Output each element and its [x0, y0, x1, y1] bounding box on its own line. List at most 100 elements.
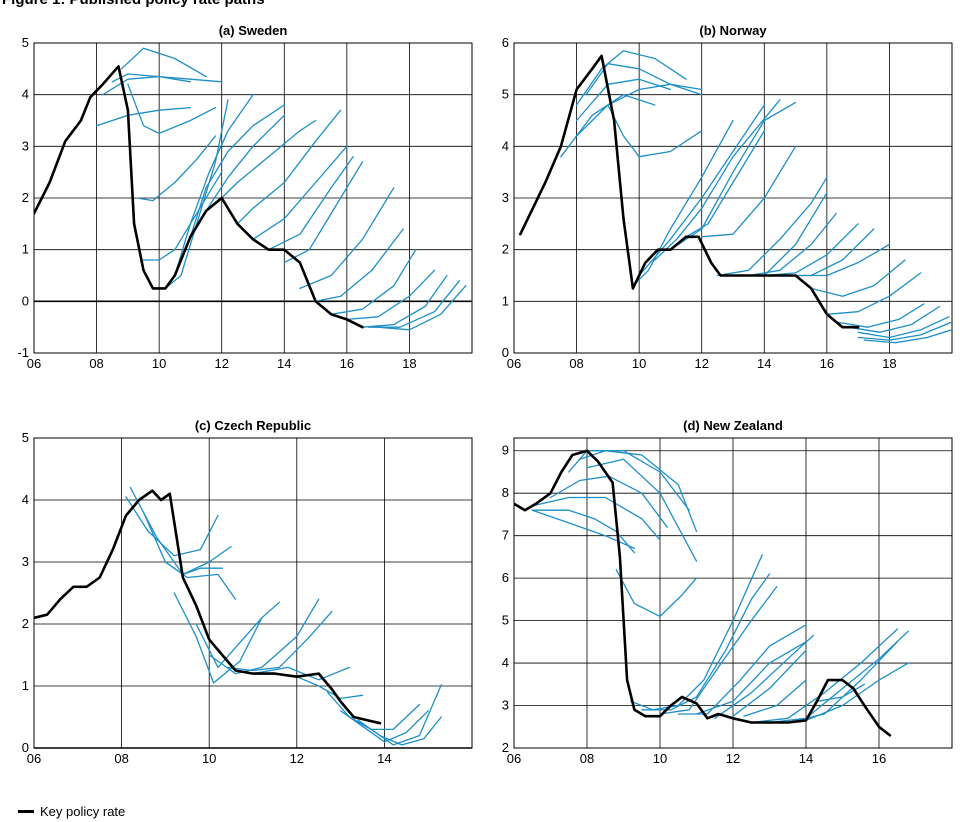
czech-republic-xtick-label: 08 [114, 751, 128, 766]
czech-republic-ytick-label: 0 [22, 740, 29, 755]
norway-forecast-line-4 [575, 83, 703, 137]
sweden-xtick-label: 16 [340, 356, 354, 371]
norway-ytick-label: 0 [502, 345, 509, 360]
sweden-forecast-line-23 [377, 285, 467, 331]
new-zealand-ytick-label: 4 [502, 655, 509, 670]
figure-title: Figure 1: Published policy rate paths [2, 0, 402, 11]
new-zealand-ytick-label: 9 [502, 443, 509, 458]
norway-series-group [519, 50, 952, 344]
new-zealand-forecast-line-6 [531, 509, 636, 554]
sweden-ytick-label: 3 [22, 138, 29, 153]
sweden-forecast-line-2 [120, 47, 207, 78]
czech-republic-forecast-line-12 [339, 710, 429, 743]
sweden-xtick-label: 18 [402, 356, 416, 371]
new-zealand-ytick-label: 3 [502, 698, 509, 713]
norway-ytick-label: 3 [502, 190, 509, 205]
czech-republic-xtick-label: 14 [377, 751, 391, 766]
new-zealand-forecast-line-8 [615, 568, 698, 618]
czech-republic-xtick-label: 06 [27, 751, 41, 766]
norway-forecast-line-23 [857, 316, 950, 339]
norway-forecast-line-7 [632, 119, 734, 287]
norway-ytick-label: 5 [502, 87, 509, 102]
new-zealand-ytick-label: 7 [502, 528, 509, 543]
new-zealand-xtick-label: 10 [653, 751, 667, 766]
sweden-forecast-line-9 [174, 94, 254, 277]
new-zealand-forecast-line-20 [805, 662, 909, 722]
sweden-forecast-line-4 [95, 106, 192, 127]
norway-forecast-line-24 [857, 321, 952, 341]
czech-republic-plot-frame [33, 437, 473, 749]
new-zealand-forecast-line-17 [750, 628, 898, 724]
czech-republic-forecast-line-13 [348, 684, 442, 746]
sweden-ytick-label: 4 [22, 87, 29, 102]
sweden-ytick-label: 1 [22, 242, 29, 257]
sweden-forecast-line-15 [267, 156, 354, 251]
sweden-forecast-line-13 [236, 109, 342, 225]
new-zealand-forecast-line-16 [743, 679, 807, 717]
new-zealand-xtick-label: 16 [872, 751, 886, 766]
chart-new-zealand: 06 08 10 12 14 16 2 3 4 5 6 7 8 9 (d) New Zealand [502, 418, 953, 766]
norway-title: (b) Norway [699, 23, 767, 38]
sweden-xtick-label: 12 [214, 356, 228, 371]
sweden-forecast-line-21 [361, 274, 448, 328]
norway-forecast-line-25 [863, 329, 952, 344]
norway-ytick-label: 6 [502, 35, 509, 50]
norway-forecast-line-1 [575, 50, 687, 106]
sweden-forecast-line-14 [252, 145, 348, 240]
czech-republic-ytick-label: 2 [22, 616, 29, 631]
norway-xtick-label: 18 [882, 356, 896, 371]
sweden-forecast-line-18 [314, 228, 404, 302]
czech-republic-ytick-label: 1 [22, 678, 29, 693]
sweden-forecast-line-8 [164, 99, 229, 290]
new-zealand-key-policy-rate-line [514, 449, 892, 737]
czech-republic-title: (c) Czech Republic [195, 418, 311, 433]
new-zealand-forecast-line-1 [568, 450, 690, 511]
new-zealand-xtick-label: 14 [799, 751, 813, 766]
new-zealand-forecast-line-18 [768, 630, 909, 724]
sweden-ytick-label: 5 [22, 35, 29, 50]
new-zealand-forecast-line-13 [695, 641, 807, 715]
czech-republic-forecast-line-1 [125, 496, 219, 557]
norway-forecast-line-3 [575, 78, 672, 122]
czech-republic-xtick-label: 10 [202, 751, 216, 766]
sweden-ytick-label: 0 [22, 293, 29, 308]
czech-republic-xtick-label: 12 [290, 751, 304, 766]
czech-republic-forecast-line-4 [164, 561, 223, 576]
new-zealand-forecast-line-9 [630, 554, 763, 711]
norway-forecast-line-22 [848, 305, 941, 333]
norway-xtick-label: 08 [569, 356, 583, 371]
norway-forecast-line-6 [607, 104, 703, 158]
sweden-forecast-line-20 [346, 269, 436, 321]
sweden-title: (a) Sweden [219, 23, 288, 38]
norway-forecast-line-9 [654, 99, 781, 261]
norway-xtick-label: 14 [757, 356, 771, 371]
norway-ytick-label: 1 [502, 293, 509, 308]
new-zealand-forecast-line-5 [531, 496, 661, 541]
norway-xtick-label: 06 [507, 356, 521, 371]
sweden-forecast-line-17 [299, 187, 395, 290]
norway-forecast-line-12 [701, 145, 797, 238]
new-zealand-forecast-line-7 [531, 509, 636, 550]
czech-republic-forecast-line-9 [252, 666, 351, 681]
norway-forecast-line-19 [810, 259, 906, 297]
norway-forecast-line-11 [685, 130, 765, 238]
sweden-xtick-label: 08 [89, 356, 103, 371]
new-zealand-forecast-line-14 [714, 634, 814, 719]
norway-xtick-label: 16 [820, 356, 834, 371]
sweden-forecast-line-19 [330, 249, 417, 315]
sweden-series-group [34, 47, 467, 331]
sweden-forecast-line-6 [136, 135, 217, 202]
norway-forecast-line-13 [716, 176, 828, 277]
czech-republic-forecast-line-10 [296, 676, 364, 700]
new-zealand-ytick-label: 2 [502, 740, 509, 755]
czech-republic-forecast-line-14 [357, 716, 442, 746]
norway-forecast-line-21 [835, 303, 925, 328]
czech-republic-forecast-line-8 [226, 610, 333, 672]
norway-forecast-line-2 [585, 63, 703, 96]
czech-republic-ytick-label: 5 [22, 430, 29, 445]
sweden-forecast-line-3 [102, 75, 192, 96]
norway-xtick-label: 10 [632, 356, 646, 371]
czech-republic-ytick-label: 4 [22, 492, 29, 507]
